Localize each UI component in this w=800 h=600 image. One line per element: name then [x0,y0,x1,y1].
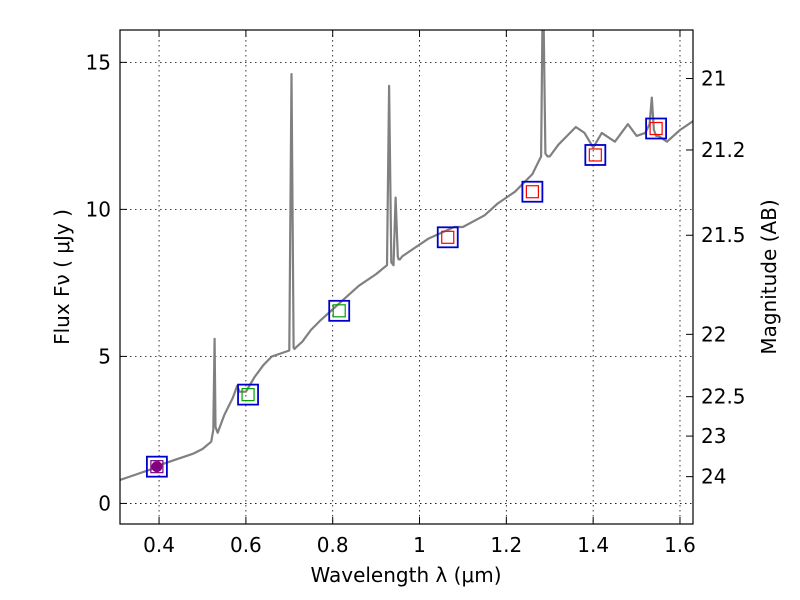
y-axis-label: Flux Fν ( μJy ) [50,209,74,345]
y-tick-label: 10 [86,197,111,221]
spectrum-line [120,30,693,481]
model-point-box [150,460,164,474]
plot-area [120,30,693,481]
axes-frame [119,29,694,525]
photometry-box [328,299,351,322]
y2-tick-label: 21.5 [701,223,746,247]
x-tick-label: 0.4 [143,533,175,557]
photometry-box [645,117,668,140]
x-tick-label: 1 [413,533,426,557]
x-tick-label: 0.6 [230,533,262,557]
y2-tick-label: 22 [701,322,726,346]
y2-tick-label: 21.2 [701,138,746,162]
ticks: 0.4 0.6 0.8 1 1.2 1.4 1.6 0 5 10 15 21 21.2 21.5 22 22.… [86,30,746,557]
photometry-box [584,144,607,166]
photometry-box [237,383,259,406]
y2-tick-label: 21 [701,67,726,91]
model-point-box [649,121,663,136]
photometry-box [145,455,168,478]
model-point-box [441,230,455,244]
y-tick-label: 5 [98,344,111,368]
x-tick-label: 1.4 [577,533,609,557]
y-tick-label: 0 [98,491,111,515]
x-tick-label: 1.2 [490,533,522,557]
model-point-box [588,148,602,162]
model-point-box [525,185,539,199]
model-point-marker [151,461,163,473]
photometry-box [521,180,544,203]
y2-tick-label: 22.5 [701,385,746,409]
model-point-box [241,388,255,402]
x-tick-label: 0.8 [317,533,349,557]
model-point-box [332,304,346,318]
x-axis-label: Wavelength λ (μm) [310,563,501,587]
y2-tick-label: 24 [701,465,726,489]
x-tick-label: 1.6 [664,533,696,557]
plot-content [120,30,693,481]
photometry-box [436,226,459,249]
y2-tick-label: 23 [701,424,726,448]
y2-axis-label: Magnitude (AB) [757,199,781,354]
y-tick-label: 15 [86,50,111,74]
